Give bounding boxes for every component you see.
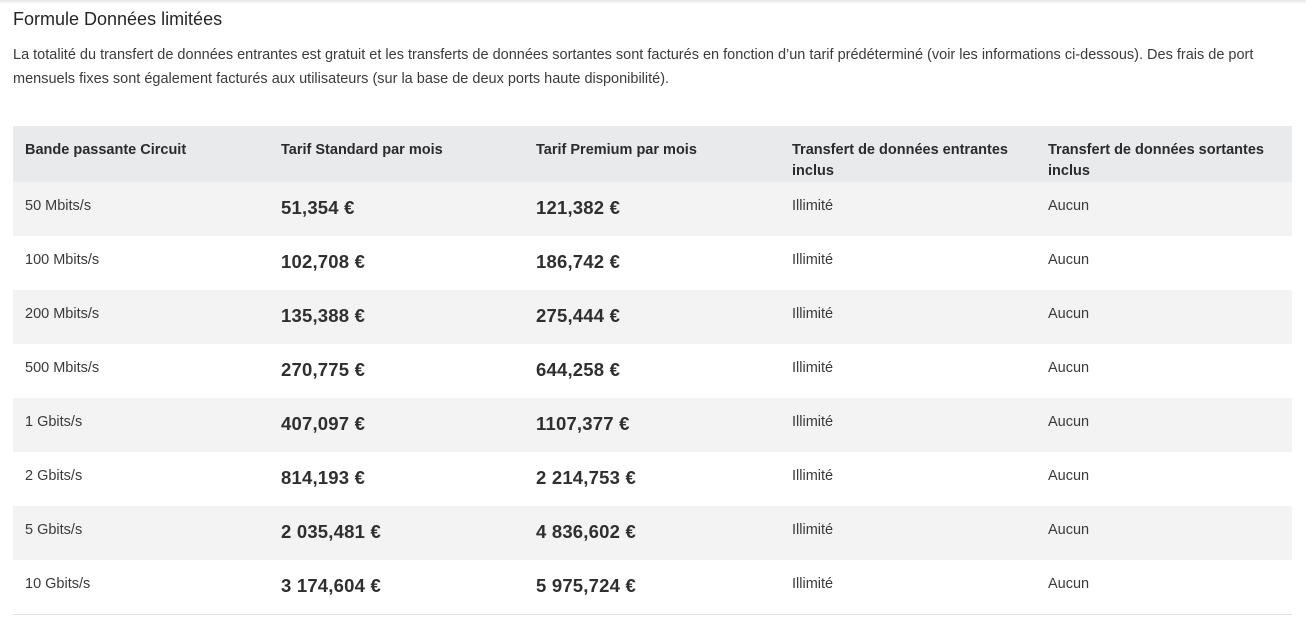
cell-standard-price: 814,193 € (269, 452, 524, 506)
header-egress-included: Transfert de données sortantes inclus (1036, 126, 1292, 182)
cell-egress: Aucun (1036, 506, 1292, 560)
cell-ingress: Illimité (780, 182, 1036, 236)
header-standard-price: Tarif Standard par mois (269, 126, 524, 182)
cell-bandwidth: 2 Gbits/s (13, 452, 269, 506)
table-row: 2 Gbits/s 814,193 € 2 214,753 € Illimité… (13, 452, 1292, 506)
cell-bandwidth: 50 Mbits/s (13, 182, 269, 236)
top-edge-shadow (0, 0, 1306, 4)
cell-premium-price: 1107,377 € (524, 398, 780, 452)
header-bandwidth: Bande passante Circuit (13, 126, 269, 182)
cell-bandwidth: 100 Mbits/s (13, 236, 269, 290)
cell-premium-price: 275,444 € (524, 290, 780, 344)
cell-ingress: Illimité (780, 452, 1036, 506)
cell-premium-price: 121,382 € (524, 182, 780, 236)
cell-standard-price: 102,708 € (269, 236, 524, 290)
cell-bandwidth: 1 Gbits/s (13, 398, 269, 452)
cell-ingress: Illimité (780, 290, 1036, 344)
table-row: 10 Gbits/s 3 174,604 € 5 975,724 € Illim… (13, 560, 1292, 614)
cell-ingress: Illimité (780, 236, 1036, 290)
cell-egress: Aucun (1036, 236, 1292, 290)
cell-standard-price: 2 035,481 € (269, 506, 524, 560)
cell-premium-price: 186,742 € (524, 236, 780, 290)
table-row: 100 Mbits/s 102,708 € 186,742 € Illimité… (13, 236, 1292, 290)
cell-ingress: Illimité (780, 560, 1036, 614)
table-row: 1 Gbits/s 407,097 € 1107,377 € Illimité … (13, 398, 1292, 452)
header-premium-price: Tarif Premium par mois (524, 126, 780, 182)
cell-egress: Aucun (1036, 452, 1292, 506)
pricing-table: Bande passante Circuit Tarif Standard pa… (13, 126, 1292, 615)
cell-standard-price: 3 174,604 € (269, 560, 524, 614)
cell-standard-price: 135,388 € (269, 290, 524, 344)
cell-premium-price: 2 214,753 € (524, 452, 780, 506)
cell-egress: Aucun (1036, 182, 1292, 236)
table-row: 5 Gbits/s 2 035,481 € 4 836,602 € Illimi… (13, 506, 1292, 560)
table-row: 200 Mbits/s 135,388 € 275,444 € Illimité… (13, 290, 1292, 344)
cell-premium-price: 4 836,602 € (524, 506, 780, 560)
table-row: 500 Mbits/s 270,775 € 644,258 € Illimité… (13, 344, 1292, 398)
cell-egress: Aucun (1036, 560, 1292, 614)
cell-standard-price: 51,354 € (269, 182, 524, 236)
header-ingress-included: Transfert de données entrantes inclus (780, 126, 1036, 182)
cell-ingress: Illimité (780, 398, 1036, 452)
table-row: 50 Mbits/s 51,354 € 121,382 € Illimité A… (13, 182, 1292, 236)
table-body: 50 Mbits/s 51,354 € 121,382 € Illimité A… (13, 182, 1292, 614)
cell-egress: Aucun (1036, 290, 1292, 344)
table-header: Bande passante Circuit Tarif Standard pa… (13, 126, 1292, 182)
cell-bandwidth: 500 Mbits/s (13, 344, 269, 398)
cell-bandwidth: 5 Gbits/s (13, 506, 269, 560)
cell-premium-price: 5 975,724 € (524, 560, 780, 614)
cell-bandwidth: 200 Mbits/s (13, 290, 269, 344)
cell-standard-price: 270,775 € (269, 344, 524, 398)
cell-ingress: Illimité (780, 344, 1036, 398)
pricing-section: Formule Données limitées La totalité du … (13, 8, 1303, 91)
cell-standard-price: 407,097 € (269, 398, 524, 452)
section-title: Formule Données limitées (13, 9, 223, 29)
header-row: Bande passante Circuit Tarif Standard pa… (13, 126, 1292, 182)
cell-premium-price: 644,258 € (524, 344, 780, 398)
section-description: La totalité du transfert de données entr… (13, 47, 1254, 87)
cell-egress: Aucun (1036, 344, 1292, 398)
cell-egress: Aucun (1036, 398, 1292, 452)
cell-ingress: Illimité (780, 506, 1036, 560)
cell-bandwidth: 10 Gbits/s (13, 560, 269, 614)
